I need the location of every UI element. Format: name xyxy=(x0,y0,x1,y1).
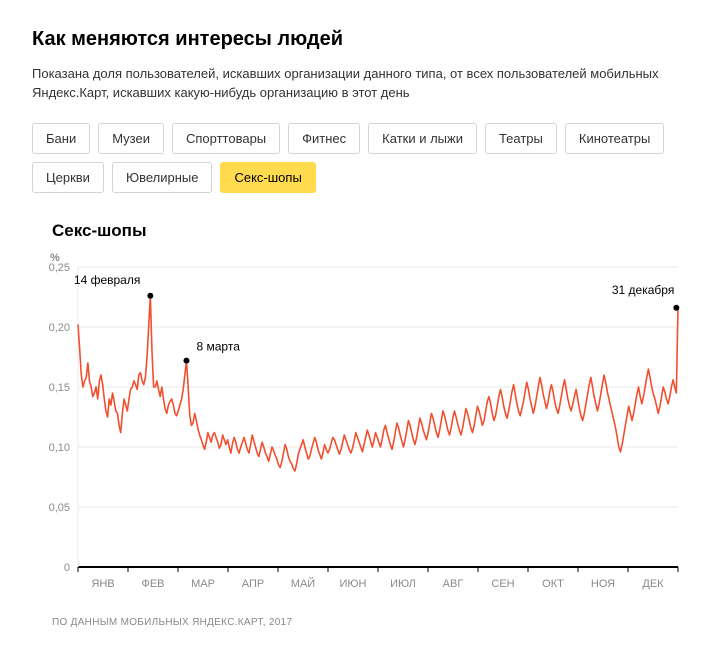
y-tick-label: 0,15 xyxy=(49,382,70,394)
x-tick-label: ФЕВ xyxy=(141,578,164,590)
filter-chip[interactable]: Бани xyxy=(32,123,90,154)
x-tick-label: ИЮН xyxy=(340,578,367,590)
annotation-label: 8 марта xyxy=(196,339,240,353)
chart-container: 00,050,100,150,200,25%ЯНВФЕВМАРАПРМАЙИЮН… xyxy=(32,249,673,607)
x-tick-label: МАЙ xyxy=(291,577,315,590)
y-tick-label: 0,20 xyxy=(49,322,70,334)
y-tick-label: 0,05 xyxy=(49,502,70,514)
chart-title: Секс-шопы xyxy=(52,221,673,241)
series-line xyxy=(78,295,678,470)
filter-chip[interactable]: Катки и лыжи xyxy=(368,123,477,154)
filter-chip[interactable]: Фитнес xyxy=(288,123,360,154)
x-tick-label: СЕН xyxy=(491,578,514,590)
x-tick-label: ОКТ xyxy=(542,578,564,590)
x-tick-label: МАР xyxy=(191,578,215,590)
line-chart: 00,050,100,150,200,25%ЯНВФЕВМАРАПРМАЙИЮН… xyxy=(32,249,692,607)
x-tick-label: ДЕК xyxy=(642,578,664,590)
annotation-point xyxy=(147,292,153,298)
filter-row: Бани Музеи Спорттовары Фитнес Катки и лыжи Те… xyxy=(32,123,673,193)
filter-chip[interactable]: Спорттовары xyxy=(172,123,280,154)
y-tick-label: 0 xyxy=(64,562,70,574)
filter-chip[interactable]: Церкви xyxy=(32,162,104,193)
y-unit-label: % xyxy=(50,252,60,264)
x-tick-label: АВГ xyxy=(443,578,464,590)
annotation-point xyxy=(183,357,189,363)
filter-chip[interactable]: Ювелирные xyxy=(112,162,213,193)
filter-chip[interactable]: Театры xyxy=(485,123,557,154)
x-tick-label: АПР xyxy=(242,578,264,590)
annotation-label: 14 февраля xyxy=(74,272,140,286)
annotation-label: 31 декабря xyxy=(612,282,674,296)
page-title: Как меняются интересы людей xyxy=(32,28,673,51)
x-tick-label: НОЯ xyxy=(591,578,615,590)
page-subtitle: Показана доля пользователей, искавших ор… xyxy=(32,65,673,103)
filter-chip[interactable]: Музеи xyxy=(98,123,164,154)
filter-chip[interactable]: Кинотеатры xyxy=(565,123,664,154)
filter-chip[interactable]: Секс-шопы xyxy=(220,162,315,193)
footnote: ПО ДАННЫМ МОБИЛЬНЫХ ЯНДЕКС.КАРТ, 2017 xyxy=(52,617,673,628)
annotation-point xyxy=(673,304,679,310)
y-tick-label: 0,10 xyxy=(49,442,70,454)
x-tick-label: ЯНВ xyxy=(91,578,114,590)
x-tick-label: ИЮЛ xyxy=(390,578,416,590)
